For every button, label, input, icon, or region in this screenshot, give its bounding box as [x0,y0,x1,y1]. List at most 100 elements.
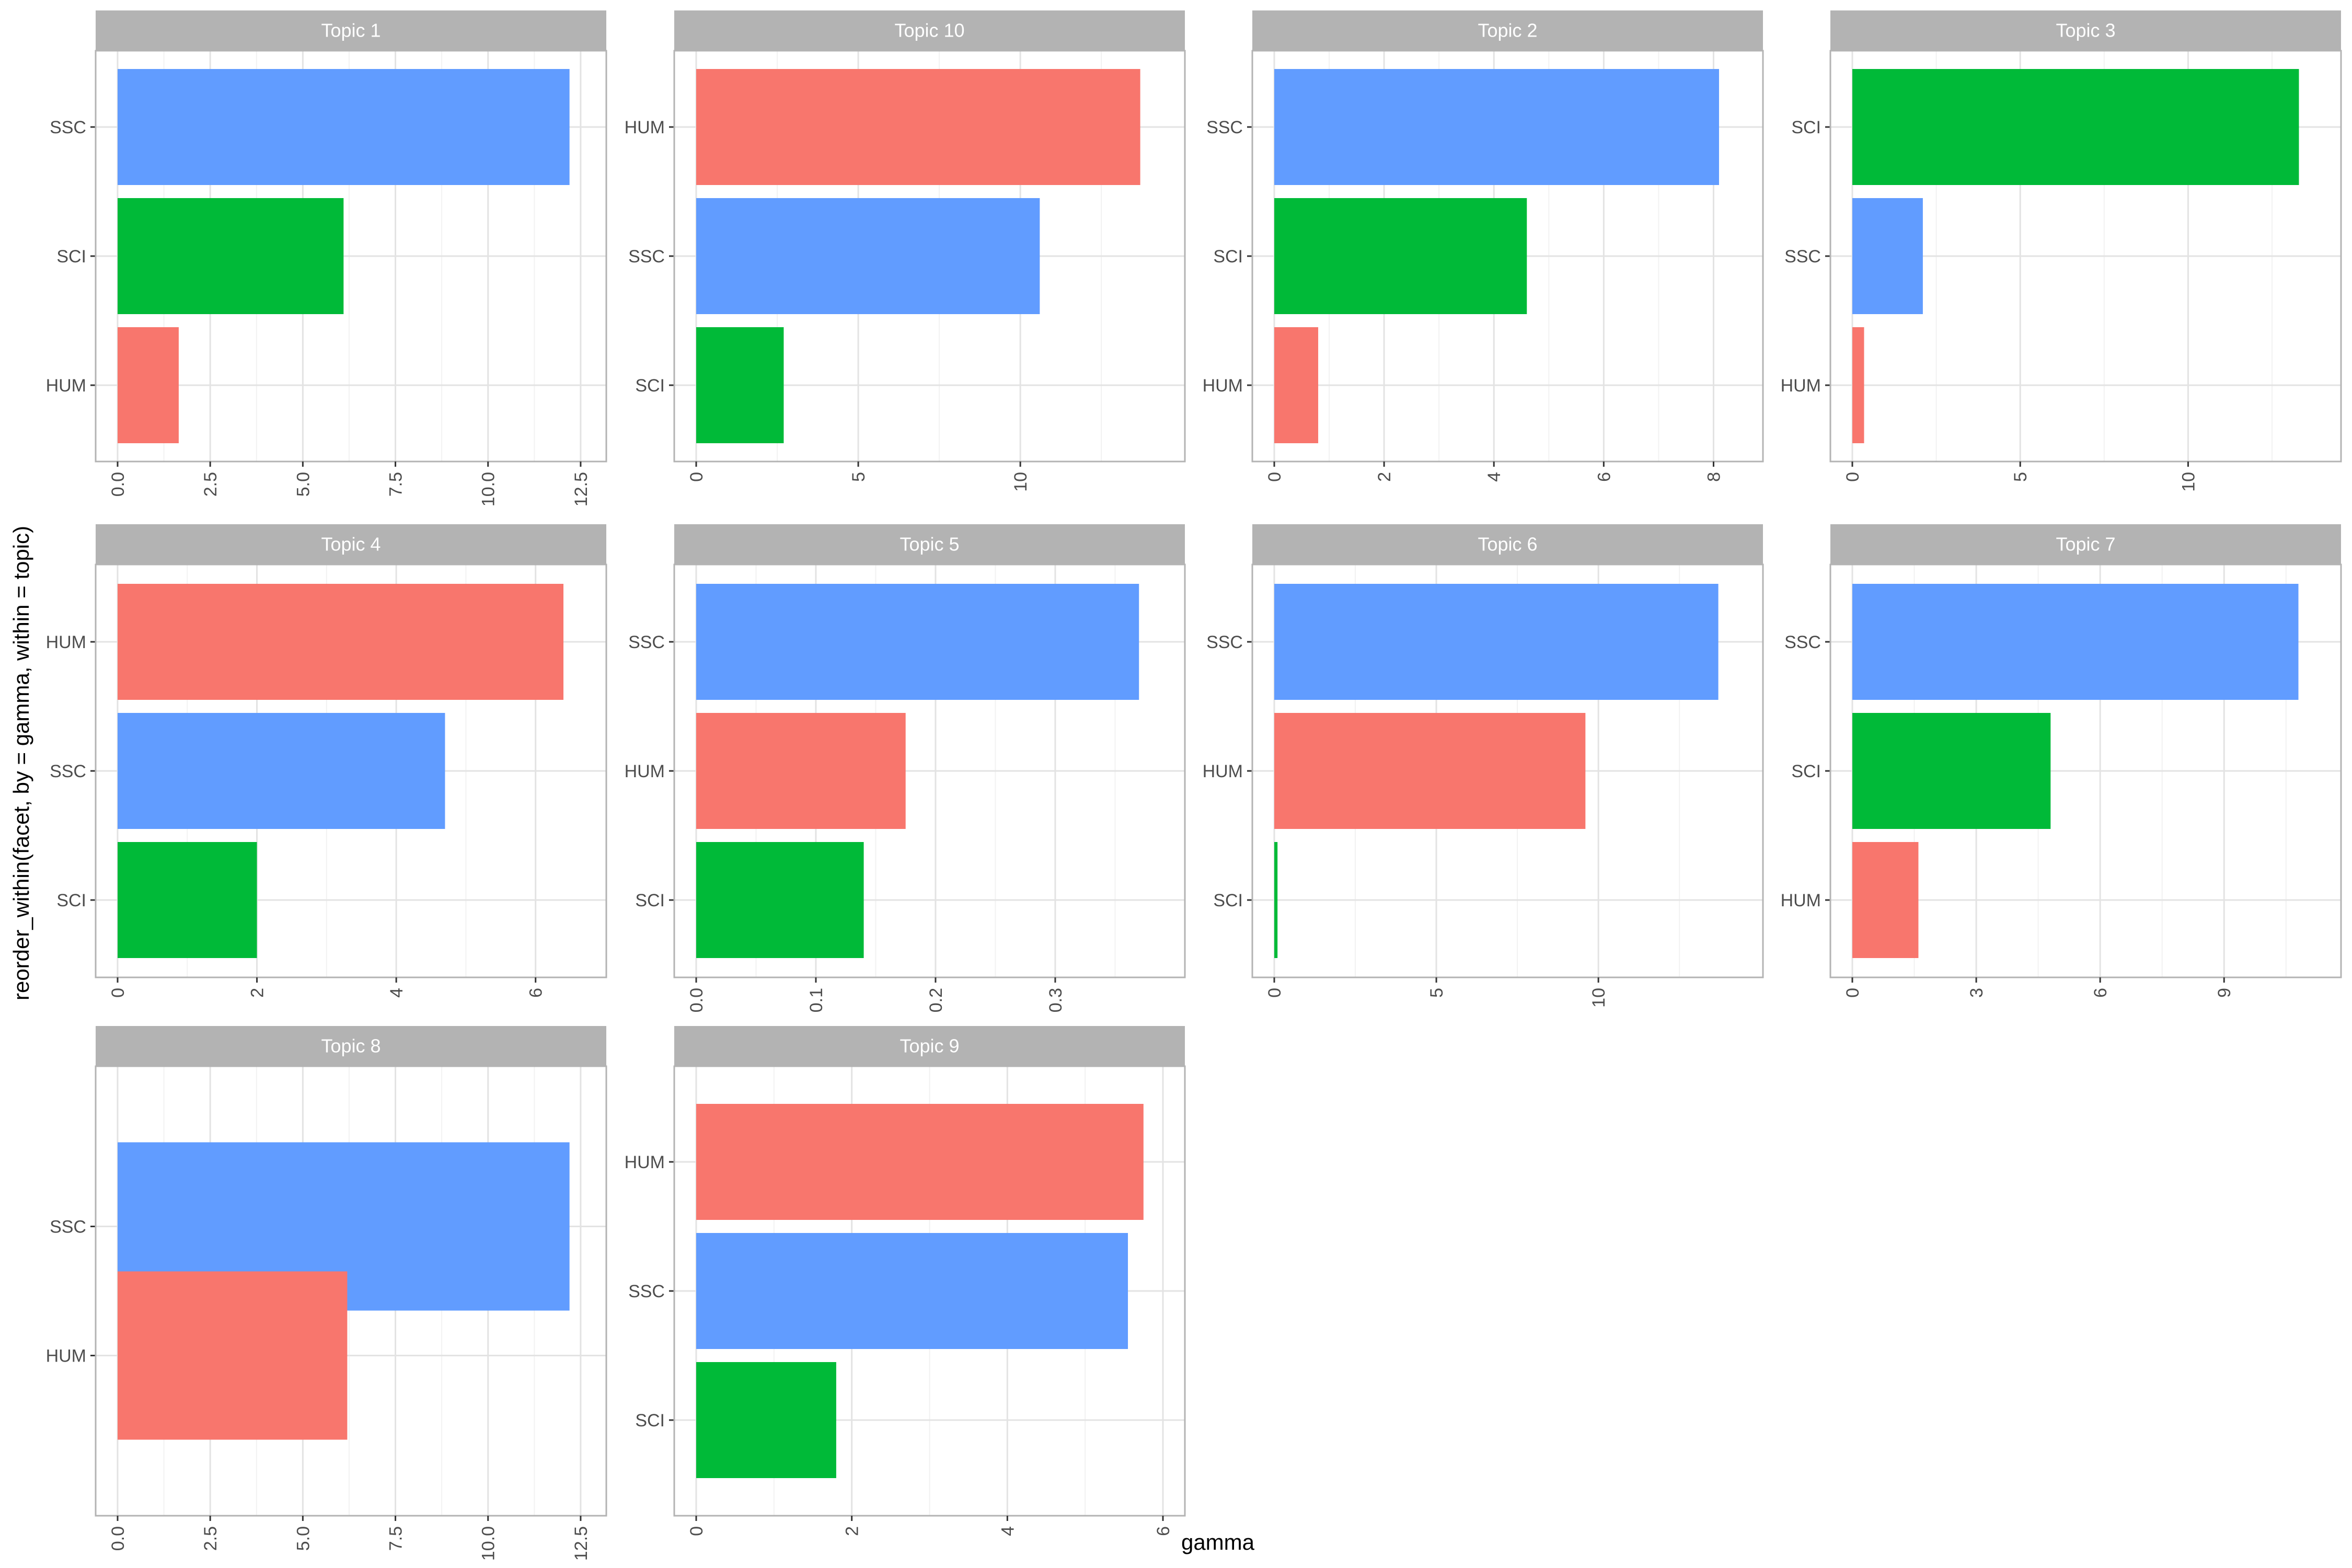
x-tick-label: 10 [1589,988,1609,1008]
facet-strip [96,1026,606,1066]
facet-title: Topic 6 [1478,534,1537,555]
y-tick-label: SCI [635,1411,665,1431]
y-tick-label: HUM [625,118,665,137]
facet-title: Topic 5 [900,534,959,555]
bar-ssc [696,584,1139,700]
x-tick-label: 10 [2178,472,2198,492]
x-tick-label: 0.2 [926,988,946,1012]
y-tick-label: SCI [1791,762,1821,781]
x-tick-label: 2 [248,988,268,998]
y-tick-label: HUM [625,762,665,781]
x-tick-label: 10.0 [479,1526,499,1561]
x-tick-label: 8 [1704,472,1724,482]
bar-hum [1274,327,1319,443]
facet-topic-5: Topic 5 SSC HUM SCI 0.0 0.1 0.2 0.3 [625,524,1186,1012]
bar-sci [1852,69,2299,185]
x-tick-label: 5 [849,472,869,482]
y-tick-label: SCI [1213,247,1243,267]
x-tick-label: 0.0 [687,988,707,1012]
bar-hum [696,69,1140,185]
x-tick-label: 2 [1375,472,1394,482]
facet-title: Topic 2 [1478,20,1537,41]
x-tick-label: 0.3 [1046,988,1066,1012]
x-tick-label: 6 [2091,988,2111,998]
bar-ssc [1274,69,1719,185]
y-tick-label: SCI [635,376,665,396]
facet-border [95,563,607,978]
facet-strip [1252,10,1763,51]
x-tick-label: 2 [843,1526,862,1536]
bar-sci [696,842,864,958]
x-tick-label: 4 [387,988,407,998]
y-tick-label: SSC [628,247,665,267]
bar-ssc [1274,584,1719,700]
facet-title: Topic 3 [2056,20,2115,41]
x-tick-label: 2.5 [201,1526,221,1551]
y-tick-label: SSC [50,1217,86,1237]
y-tick-label: HUM [1203,762,1243,781]
y-axis-title: reorder_within(facet, by = gamma, within… [9,526,33,1000]
bar-hum [1852,327,1864,443]
x-tick-label: 10 [1011,472,1031,492]
x-tick-label: 0 [687,472,707,482]
y-tick-label: SCI [1213,891,1243,910]
bar-hum [118,1271,348,1440]
facet-border [1251,50,1764,463]
x-tick-label: 5.0 [293,1526,313,1551]
facet-strip [674,10,1185,51]
facet-title: Topic 7 [2056,534,2115,555]
y-tick-label: HUM [46,632,86,652]
facet-topic-8: Topic 8 SSC HUM 0.0 2.5 5.0 7.5 10.0 12.5 [46,1026,607,1561]
bar-sci [1852,713,2051,829]
y-tick-label: SSC [628,1282,665,1301]
x-tick-label: 0 [108,988,128,998]
x-tick-label: 0 [1843,472,1863,482]
y-tick-label: SCI [635,891,665,910]
facet-strip [96,524,606,564]
facet-border [673,50,1186,463]
bar-ssc [118,69,570,185]
y-tick-label: SSC [50,118,86,137]
y-tick-label: HUM [1203,376,1243,396]
x-tick-label: 9 [2215,988,2234,998]
x-tick-label: 4 [1484,472,1504,482]
y-tick-label: HUM [1781,376,1821,396]
x-tick-label: 0.0 [108,472,128,497]
bar-hum [118,327,179,443]
x-tick-label: 12.5 [571,472,591,506]
facet-border [1829,50,2342,463]
x-tick-label: 6 [1154,1526,1173,1536]
facet-title: Topic 10 [894,20,964,41]
facet-strip [1830,524,2341,564]
facet-title: Topic 8 [321,1035,381,1057]
x-tick-label: 10.0 [479,472,499,506]
facet-topic-1: Topic 1 SSC SCI HUM 0.0 2.5 5.0 7.5 10.0 12.5 [46,10,607,506]
facet-topic-3: Topic 3 SCI SSC HUM 0 5 10 [1781,10,2342,492]
x-tick-label: 5 [2011,472,2031,482]
facet-border [95,50,607,463]
x-tick-label: 2.5 [201,472,221,497]
bar-hum [696,1104,1144,1220]
x-tick-label: 0 [1265,472,1285,482]
facet-title: Topic 9 [900,1035,959,1057]
x-tick-label: 0 [687,1526,707,1536]
y-tick-label: SCI [56,891,86,910]
facet-border [673,1065,1186,1517]
y-tick-label: HUM [1781,891,1821,910]
x-tick-label: 0.0 [108,1526,128,1551]
facet-strip [674,1026,1185,1066]
facet-strip [1252,524,1763,564]
x-tick-label: 7.5 [386,472,406,497]
facet-topic-10: Topic 10 HUM SSC SCI 0 5 10 [625,10,1186,492]
x-axis-title: gamma [1181,1530,1255,1554]
bar-sci [696,327,784,443]
facet-border [1251,563,1764,978]
bar-sci [118,842,257,958]
facet-topic-4: Topic 4 HUM SSC SCI 0 2 4 6 [46,524,607,998]
bar-ssc [1852,198,1923,314]
x-tick-label: 12.5 [571,1526,591,1561]
x-tick-label: 7.5 [386,1526,406,1551]
y-tick-label: SSC [50,762,86,781]
